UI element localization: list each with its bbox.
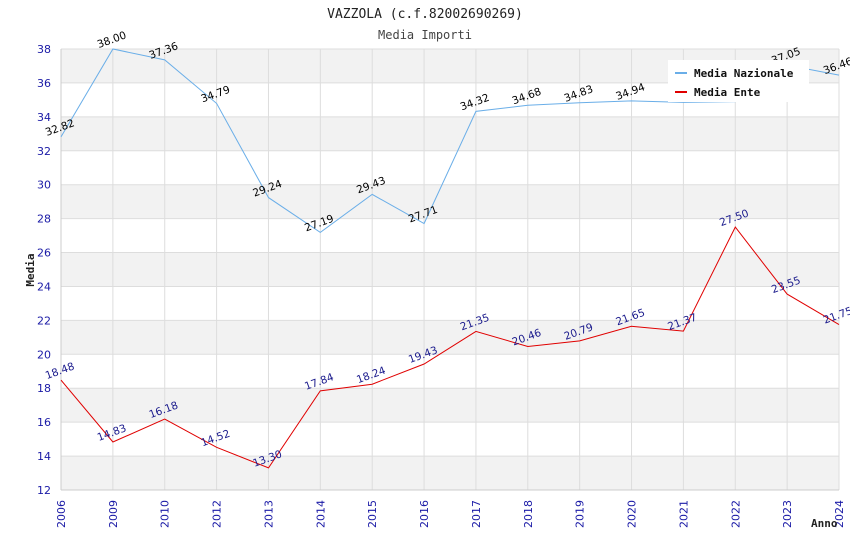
plot-band <box>61 388 839 423</box>
x-tick-label: 2009 <box>107 500 120 528</box>
plot-band <box>61 354 839 389</box>
x-tick-label: 2021 <box>677 500 690 528</box>
x-axis-label: Anno <box>811 517 838 530</box>
plot-band <box>61 422 839 457</box>
legend-entry-label: Media Nazionale <box>694 67 794 80</box>
x-tick-label: 2019 <box>574 500 587 528</box>
y-tick-label: 28 <box>37 213 51 226</box>
x-tick-label: 2014 <box>314 500 327 528</box>
plot-band <box>61 184 839 219</box>
legend-box <box>668 60 809 102</box>
y-tick-label: 34 <box>37 111 51 124</box>
data-label: 38.00 <box>96 29 128 51</box>
plot-band <box>61 320 839 355</box>
x-tick-label: 2012 <box>211 500 224 528</box>
x-tick-label: 2010 <box>159 500 172 528</box>
x-tick-label: 2015 <box>366 500 379 528</box>
x-tick-label: 2017 <box>470 500 483 528</box>
y-tick-label: 14 <box>37 450 51 463</box>
x-tick-label: 2016 <box>418 500 431 528</box>
plot-band <box>61 286 839 321</box>
x-tick-label: 2020 <box>626 500 639 528</box>
x-tick-label: 2006 <box>55 500 68 528</box>
x-tick-label: 2013 <box>262 500 275 528</box>
y-axis-label: Media <box>24 253 37 286</box>
y-tick-label: 24 <box>37 280 51 293</box>
y-tick-label: 18 <box>37 382 51 395</box>
y-tick-label: 32 <box>37 145 51 158</box>
y-tick-label: 20 <box>37 348 51 361</box>
legend-entry-label: Media Ente <box>694 86 761 99</box>
x-tick-label: 2024 <box>833 500 846 528</box>
gridlines <box>60 48 840 491</box>
y-tick-label: 12 <box>37 484 51 497</box>
y-tick-label: 22 <box>37 314 51 327</box>
plot-band <box>61 116 839 151</box>
chart-title: VAZZOLA (c.f.82002690269) <box>327 7 523 22</box>
y-tick-label: 16 <box>37 416 51 429</box>
y-tick-label: 36 <box>37 77 51 90</box>
legend: Media Nazionale Media Ente <box>668 60 809 102</box>
x-tick-label: 2022 <box>729 500 742 528</box>
x-tick-label: 2018 <box>522 500 535 528</box>
plot-background-bands <box>61 49 839 490</box>
plot-band <box>61 218 839 253</box>
series-line-media-ente <box>60 226 840 469</box>
x-tick-label: 2023 <box>781 500 794 528</box>
y-tick-label: 26 <box>37 247 51 260</box>
y-tick-label: 38 <box>37 43 51 56</box>
plot-band <box>61 252 839 287</box>
y-tick-label: 30 <box>37 179 51 192</box>
plot-band <box>61 456 839 490</box>
chart-subtitle: Media Importi <box>378 28 472 42</box>
